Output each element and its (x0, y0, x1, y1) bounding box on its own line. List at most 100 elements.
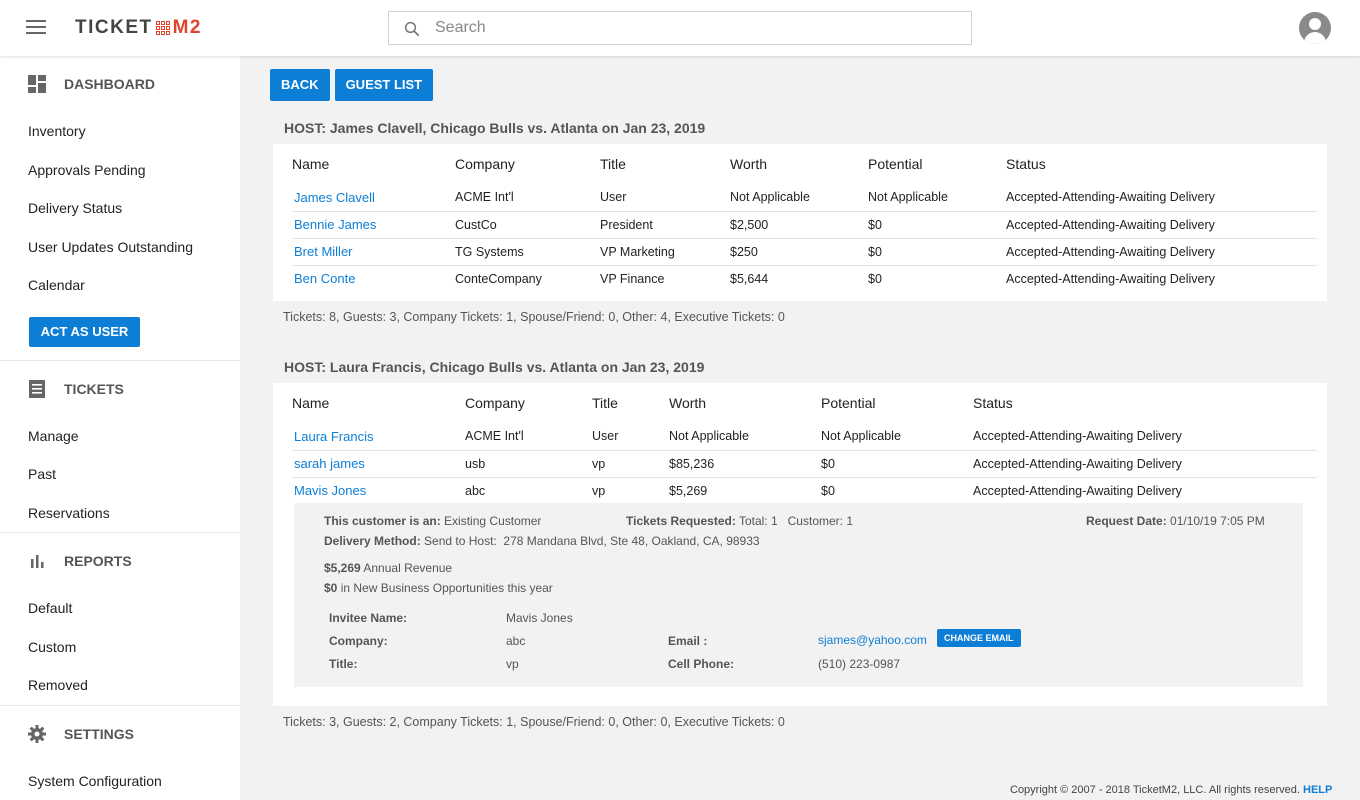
sidebar-item-custom[interactable]: Custom (28, 638, 77, 655)
tickets-icon (29, 379, 45, 398)
sidebar-heading-label: REPORTS (64, 553, 132, 569)
col-header-worth[interactable]: Worth (730, 156, 768, 172)
back-button[interactable]: BACK (270, 69, 330, 101)
guest-title: User (600, 184, 730, 212)
guest-company: ACME Int'l (455, 184, 600, 212)
sidebar-item-user-updates-outstanding[interactable]: User Updates Outstanding (28, 238, 193, 255)
sidebar-heading-label: TICKETS (64, 380, 124, 397)
change-email-button[interactable]: CHANGE EMAIL (937, 629, 1021, 647)
table-row: Bret Miller TG Systems VP Marketing $250… (292, 238, 1317, 266)
invitee-name-label: Invitee Name: (329, 611, 408, 625)
sidebar-item-past[interactable]: Past (28, 466, 57, 483)
sidebar-heading-label: SETTINGS (64, 725, 135, 742)
customer-type-label: This customer is an: (324, 514, 441, 528)
sidebar: DASHBOARD Inventory Approvals Pending De… (0, 56, 240, 800)
sidebar-item-approvals-pending[interactable]: Approvals Pending (28, 161, 146, 178)
bar-chart-icon (31, 555, 44, 568)
guest-worth: $2,500 (730, 211, 868, 239)
guest-title: VP Marketing (600, 238, 730, 266)
annual-revenue-text: Annual Revenue (363, 561, 453, 575)
table-row: Ben Conte ConteCompany VP Finance $5,644… (292, 265, 1317, 292)
logo-grid-icon (155, 21, 170, 35)
col-header-company[interactable]: Company (465, 395, 525, 411)
sidebar-item-inventory[interactable]: Inventory (28, 123, 86, 140)
col-header-status[interactable]: Status (973, 395, 1013, 411)
annual-revenue: $5,269 Annual Revenue (324, 561, 452, 575)
toolbar: BACK GUEST LIST (270, 69, 438, 101)
sidebar-item-default[interactable]: Default (28, 600, 73, 617)
table-row: sarah james usb vp $85,236 $0 Accepted-A… (292, 450, 1317, 478)
guest-title: VP Finance (600, 271, 665, 286)
sidebar-item-calendar[interactable]: Calendar (28, 277, 85, 294)
guest-company: CustCo (455, 211, 600, 239)
col-header-status[interactable]: Status (1006, 156, 1046, 172)
table-header-row: Name Company Title Worth Potential Statu… (292, 144, 1317, 184)
col-header-name[interactable]: Name (292, 395, 330, 411)
sidebar-heading-tickets[interactable]: TICKETS (0, 361, 240, 417)
col-header-worth[interactable]: Worth (669, 395, 707, 411)
sidebar-heading-reports[interactable]: REPORTS (0, 533, 240, 589)
user-avatar-icon[interactable] (1299, 12, 1331, 44)
guest-worth: $5,644 (730, 271, 769, 286)
sidebar-item-delivery-status[interactable]: Delivery Status (28, 200, 123, 217)
help-link[interactable]: HELP (1303, 784, 1333, 796)
sidebar-heading-label: DASHBOARD (64, 76, 155, 92)
search-input[interactable] (435, 12, 955, 44)
guest-name-link[interactable]: Bret Miller (294, 244, 353, 259)
sidebar-heading-settings[interactable]: SETTINGS (0, 706, 240, 762)
guest-name-link[interactable]: Bennie James (294, 217, 377, 232)
table-row: James Clavell ACME Int'l User Not Applic… (292, 184, 1317, 212)
copyright-text: Copyright © 2007 - 2018 TicketM2, LLC. A… (1010, 784, 1300, 796)
guest-company: usb (465, 450, 592, 478)
tickets-requested-label: Tickets Requested: (626, 514, 736, 528)
sidebar-heading-dashboard[interactable]: DASHBOARD (0, 56, 240, 112)
delivery-method-value: Send to Host: 278 Mandana Blvd, Ste 48, … (424, 534, 760, 548)
col-header-title[interactable]: Title (592, 395, 618, 411)
table-row: Laura Francis ACME Int'l User Not Applic… (292, 423, 1317, 451)
guest-company: TG Systems (455, 238, 600, 266)
guest-potential: $0 (821, 483, 835, 498)
email-link[interactable]: sjames@yahoo.com (818, 633, 927, 647)
guest-name-link[interactable]: Mavis Jones (294, 483, 367, 499)
logo-text: TICKET (75, 17, 153, 38)
host-title: HOST: James Clavell, Chicago Bulls vs. A… (284, 120, 706, 136)
guest-name-link[interactable]: James Clavell (294, 189, 375, 205)
guest-list-button[interactable]: GUEST LIST (334, 69, 434, 101)
title-value: vp (506, 657, 519, 671)
menu-icon[interactable] (26, 20, 46, 36)
logo[interactable]: TICKET M2 (75, 17, 202, 39)
act-as-user-wrap: ACT AS USER (0, 305, 240, 360)
title-label: Title: (329, 657, 358, 671)
tickets-requested-value: Total: 1 Customer: 1 (738, 514, 853, 528)
col-header-name[interactable]: Name (292, 156, 330, 172)
col-header-title[interactable]: Title (600, 156, 626, 172)
guest-name-link[interactable]: Laura Francis (294, 428, 374, 444)
guest-potential: $0 (868, 271, 882, 286)
guest-title: vp (592, 483, 606, 498)
sidebar-item-manage[interactable]: Manage (28, 427, 79, 444)
search-box[interactable] (388, 11, 972, 45)
guest-status: Accepted-Attending-Awaiting Delivery (973, 423, 1317, 451)
guest-name-link[interactable]: sarah james (294, 456, 365, 471)
request-date: Request Date: 01/10/19 7:05 PM (1086, 514, 1265, 528)
col-header-company[interactable]: Company (455, 156, 515, 172)
sidebar-item-removed[interactable]: Removed (28, 677, 88, 694)
guest-worth: $250 (730, 238, 868, 266)
sidebar-item-system-configuration[interactable]: System Configuration (28, 772, 162, 789)
footer: Copyright © 2007 - 2018 TicketM2, LLC. A… (1010, 784, 1332, 796)
guest-company: ACME Int'l (465, 423, 592, 451)
guest-worth: $85,236 (669, 450, 821, 478)
guest-table: Name Company Title Worth Potential Statu… (292, 383, 1317, 504)
guest-detail-panel: This customer is an: Existing Customer T… (294, 503, 1303, 687)
customer-type-value: Existing Customer (444, 514, 542, 528)
col-header-potential[interactable]: Potential (868, 156, 923, 172)
col-header-potential[interactable]: Potential (821, 395, 876, 411)
guest-status: Accepted-Attending-Awaiting Delivery (973, 450, 1317, 478)
act-as-user-button[interactable]: ACT AS USER (29, 316, 140, 347)
guest-table-card: Name Company Title Worth Potential Statu… (273, 144, 1327, 301)
guest-name-link[interactable]: Ben Conte (294, 271, 356, 287)
ticket-summary: Tickets: 3, Guests: 2, Company Tickets: … (283, 715, 785, 729)
sidebar-item-reservations[interactable]: Reservations (28, 504, 110, 521)
guest-title: vp (592, 450, 669, 478)
guest-potential: $0 (868, 211, 1006, 239)
